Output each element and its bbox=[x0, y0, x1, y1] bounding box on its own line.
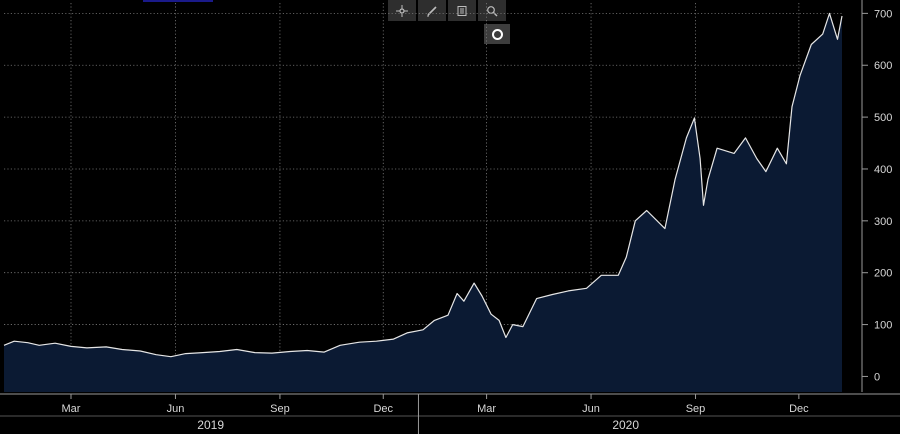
y-tick-label: 700 bbox=[874, 8, 892, 20]
y-tick-label: 400 bbox=[874, 164, 892, 176]
zoom-button[interactable] bbox=[478, 0, 506, 21]
notes-button[interactable] bbox=[448, 0, 476, 21]
y-tick-label: 500 bbox=[874, 112, 892, 124]
top-accent-bar bbox=[143, 0, 213, 2]
x-tick-label: Dec bbox=[789, 403, 809, 415]
x-tick-label: Dec bbox=[373, 403, 393, 415]
record-icon bbox=[491, 28, 503, 40]
y-tick-label: 0 bbox=[874, 371, 880, 383]
x-tick-label: Mar bbox=[62, 403, 81, 415]
chart-toolbar bbox=[388, 0, 506, 22]
year-label: 2020 bbox=[612, 418, 639, 432]
record-button[interactable] bbox=[484, 24, 510, 44]
year-label: 2019 bbox=[197, 418, 224, 432]
notes-icon bbox=[457, 5, 467, 16]
series-area bbox=[4, 13, 842, 393]
x-tick-label: Sep bbox=[686, 403, 706, 415]
series-line bbox=[3, 12, 843, 358]
x-tick-label: Mar bbox=[477, 403, 496, 415]
y-tick-label: 300 bbox=[874, 216, 892, 228]
zoom-icon bbox=[487, 5, 498, 16]
x-tick-label: Sep bbox=[270, 403, 290, 415]
y-tick-label: 600 bbox=[874, 60, 892, 72]
x-tick-label: Jun bbox=[582, 403, 600, 415]
y-tick-label: 100 bbox=[874, 320, 892, 332]
x-tick-label: Jun bbox=[167, 403, 185, 415]
y-tick-label: 200 bbox=[874, 268, 892, 280]
